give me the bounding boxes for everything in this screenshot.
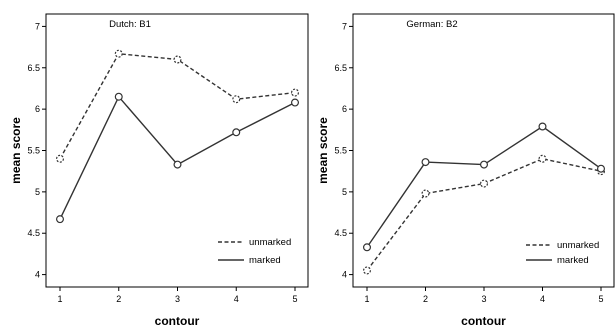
y-tick-label: 4.5 (334, 228, 347, 238)
data-point-marked (291, 98, 300, 107)
legend-label-unmarked: unmarked (249, 237, 291, 248)
data-point-unmarked (421, 189, 430, 198)
y-tick-label: 7 (35, 21, 40, 31)
y-axis-label: mean score (9, 117, 23, 184)
x-tick-label: 4 (234, 294, 239, 304)
data-point-unmarked (55, 154, 64, 163)
data-point-unmarked (363, 266, 372, 275)
x-tick-label: 4 (540, 294, 545, 304)
data-point-unmarked (480, 179, 489, 188)
data-point-unmarked (291, 88, 300, 97)
series-line-marked (59, 95, 296, 220)
y-tick-label: 6 (35, 104, 40, 114)
data-point-unmarked (232, 95, 241, 104)
data-point-marked (421, 158, 430, 167)
chart-panel-2: 4 4.5 5 5.5 6 6.5 7 1 2 3 4 5 German: B2 contour mean … (316, 13, 615, 327)
legend-label-marked: marked (557, 255, 589, 266)
y-tick-label: 5 (342, 187, 347, 197)
data-point-unmarked (173, 55, 182, 64)
y-tick-label: 5.5 (27, 146, 40, 156)
y-tick-label: 5 (35, 187, 40, 197)
panel-title: Dutch: B1 (109, 19, 151, 30)
y-tick-label: 6.5 (27, 63, 40, 73)
legend: unmarked marked (218, 237, 291, 266)
data-point-marked (480, 160, 489, 169)
data-point-marked (55, 215, 64, 224)
x-axis-label: contour (461, 314, 506, 327)
legend-label-marked: marked (249, 255, 281, 266)
series-line-unmarked (366, 158, 602, 271)
data-point-marked (114, 92, 123, 101)
data-point-marked (173, 160, 182, 169)
x-tick-label: 3 (481, 294, 486, 304)
y-tick-label: 4.5 (27, 228, 40, 238)
x-tick-label: 1 (364, 294, 369, 304)
series-line-unmarked (59, 52, 296, 160)
x-tick-label: 2 (116, 294, 121, 304)
y-tick-label: 4 (342, 270, 347, 280)
data-point-unmarked (538, 154, 547, 163)
chart-panel-1: 4 4.5 5 5.5 6 6.5 7 1 2 3 4 5 Dutch: B1 contour mean s… (9, 13, 309, 327)
data-point-marked (363, 243, 372, 252)
legend-label-unmarked: unmarked (557, 240, 599, 251)
y-tick-label: 6.5 (334, 63, 347, 73)
x-tick-label: 3 (175, 294, 180, 304)
y-axis-label: mean score (316, 117, 330, 184)
y-tick-label: 6 (342, 104, 347, 114)
x-tick-label: 1 (57, 294, 62, 304)
x-tick-label: 5 (598, 294, 603, 304)
data-point-unmarked (114, 49, 123, 58)
data-point-marked (596, 164, 605, 173)
data-point-marked (232, 128, 241, 137)
panel-title: German: B2 (406, 19, 457, 30)
x-tick-label: 2 (423, 294, 428, 304)
y-tick-label: 4 (35, 270, 40, 280)
y-tick-label: 5.5 (334, 146, 347, 156)
x-axis-label: contour (155, 314, 200, 327)
data-point-marked (538, 122, 547, 131)
x-tick-label: 5 (292, 294, 297, 304)
y-tick-label: 7 (342, 21, 347, 31)
legend: unmarked marked (526, 240, 599, 266)
